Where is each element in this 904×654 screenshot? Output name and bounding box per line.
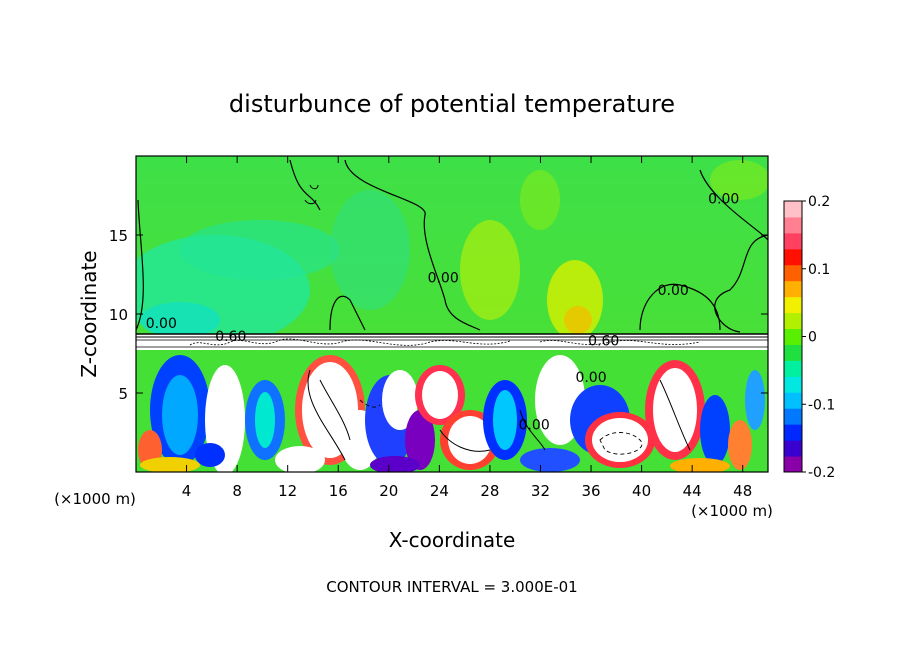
eddy	[255, 392, 275, 448]
colorbar-swatch	[784, 440, 802, 457]
warm-region	[520, 170, 560, 230]
cool-region	[330, 190, 410, 310]
eddy	[405, 410, 435, 470]
x-tick-label: 12	[278, 482, 297, 500]
colorbar-label: 0	[808, 330, 817, 346]
cool-region	[140, 302, 220, 336]
colorbar-swatch	[784, 392, 802, 409]
eddy	[140, 457, 200, 472]
eddy	[745, 370, 765, 430]
warm-region	[710, 160, 768, 200]
colorbar	[783, 200, 803, 473]
eddy	[370, 456, 420, 472]
x-tick-label: 48	[733, 482, 752, 500]
contour-labels: 0.00 0.00 0.00 0.00 0.60 0.60 0.00 0.00	[146, 191, 740, 433]
eddy	[728, 420, 752, 470]
contour-label: 0.00	[146, 316, 177, 332]
colorbar-swatch	[784, 264, 802, 282]
eddy	[448, 416, 492, 464]
contour-line	[639, 283, 721, 331]
colorbar-label: 0.2	[808, 194, 830, 210]
contour-line	[329, 295, 366, 331]
colorbar-swatch	[784, 328, 802, 345]
colorbar-swatch	[784, 456, 802, 473]
contour-label: 0.00	[519, 417, 550, 433]
eddy	[592, 418, 648, 462]
x-tick-label: 40	[632, 482, 651, 500]
contour-line	[304, 184, 319, 205]
contour-label: 0.00	[708, 191, 739, 207]
colorbar-swatch	[784, 280, 802, 298]
x-tick-label: 36	[581, 482, 600, 500]
lower-field	[136, 350, 768, 472]
contour-label: 0.00	[575, 370, 606, 386]
x-axis-label: X-coordinate	[389, 528, 516, 552]
contour-line	[599, 432, 643, 455]
x-tick-label: 4	[182, 482, 192, 500]
colorbar-swatch	[784, 360, 802, 377]
eddy	[700, 395, 730, 465]
x-tick-label: 32	[531, 482, 550, 500]
eddy	[162, 375, 198, 455]
chart-title: disturbunce of potential temperature	[229, 90, 675, 118]
eddy	[422, 371, 458, 419]
eddy	[382, 370, 418, 430]
colorbar-swatch	[784, 201, 802, 218]
y-tick-label: 15	[109, 227, 128, 245]
colorbar-label: -0.2	[808, 465, 835, 481]
contour-line	[307, 369, 691, 461]
colorbar-swatch	[784, 232, 802, 250]
x-tick-label: 20	[379, 482, 398, 500]
eddy	[275, 446, 325, 472]
contour-label: 0.00	[428, 270, 459, 286]
colorbar-swatch	[784, 216, 802, 234]
x-tick-label: 8	[232, 482, 242, 500]
colorbar-labels: 0.2 0.1 0 -0.1 -0.2	[802, 194, 835, 481]
contour-line	[359, 399, 381, 408]
colorbar-swatch	[784, 408, 802, 425]
x-tick-label: 44	[683, 482, 702, 500]
contour-line	[699, 169, 768, 333]
x-tick-label: 24	[430, 482, 449, 500]
eddy	[493, 390, 517, 450]
colorbar-swatch	[784, 296, 802, 314]
eddy	[195, 443, 225, 467]
shear-layer	[136, 333, 768, 352]
eddy	[670, 458, 730, 472]
y-axis-label: Z-coordinate	[77, 250, 101, 377]
colorbar-label: -0.1	[808, 397, 835, 413]
colorbar-swatch	[784, 248, 802, 266]
y-tick-label: 5	[118, 385, 128, 403]
contour-line	[136, 159, 481, 331]
colorbar-swatch	[784, 424, 802, 441]
warm-region	[460, 220, 520, 320]
x-unit-left: (×1000 m)	[54, 490, 136, 508]
x-unit-right: (×1000 m)	[691, 502, 773, 520]
eddy	[520, 448, 580, 472]
contour-label: 0.00	[658, 283, 689, 299]
y-axis: 5 10 15	[109, 227, 768, 403]
colorbar-swatch	[784, 344, 802, 361]
y-tick-label: 10	[109, 306, 128, 324]
x-tick-label: 16	[329, 482, 348, 500]
eddy	[653, 368, 697, 452]
contour-label: 0.60	[588, 334, 619, 350]
upper-field	[136, 156, 768, 336]
x-axis: 4 8 12 16 20 24 28 32 36 40 44 48	[182, 156, 752, 500]
contour-interval: CONTOUR INTERVAL = 3.000E-01	[326, 578, 577, 596]
cool-region	[180, 220, 340, 280]
x-tick-label: 28	[480, 482, 499, 500]
contour-label: 0.60	[215, 329, 246, 345]
colorbar-swatch	[784, 376, 802, 393]
warm-region	[564, 306, 592, 334]
colorbar-swatch	[784, 312, 802, 330]
colorbar-label: 0.1	[808, 262, 830, 278]
